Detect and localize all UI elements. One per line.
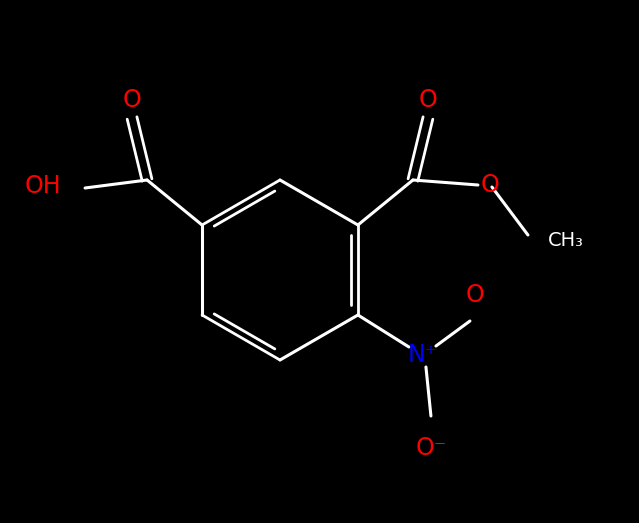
Text: O: O <box>481 173 500 197</box>
Text: O⁻: O⁻ <box>415 436 447 460</box>
Text: O: O <box>123 88 141 112</box>
Text: N⁺: N⁺ <box>408 343 438 367</box>
Text: OH: OH <box>24 174 61 198</box>
Text: O: O <box>419 88 437 112</box>
Text: CH₃: CH₃ <box>548 231 584 249</box>
Text: O: O <box>466 283 484 307</box>
